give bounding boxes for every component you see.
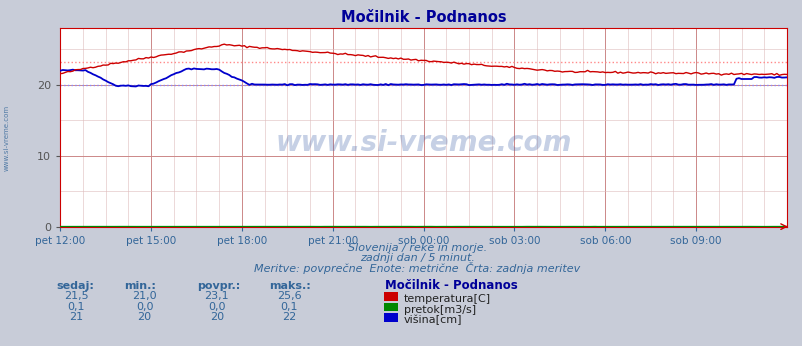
Text: Slovenija / reke in morje.: Slovenija / reke in morje. — [347, 243, 487, 253]
Text: 0,0: 0,0 — [208, 302, 225, 312]
Text: 21,5: 21,5 — [64, 291, 88, 301]
Text: Meritve: povprečne  Enote: metrične  Črta: zadnja meritev: Meritve: povprečne Enote: metrične Črta:… — [254, 262, 580, 274]
Text: min.:: min.: — [124, 281, 156, 291]
Text: 23,1: 23,1 — [205, 291, 229, 301]
Title: Močilnik - Podnanos: Močilnik - Podnanos — [340, 10, 506, 25]
Text: povpr.:: povpr.: — [196, 281, 240, 291]
Text: 20: 20 — [137, 312, 152, 322]
Text: zadnji dan / 5 minut.: zadnji dan / 5 minut. — [359, 253, 475, 263]
Text: www.si-vreme.com: www.si-vreme.com — [275, 129, 571, 157]
Text: 0,1: 0,1 — [67, 302, 85, 312]
Text: temperatura[C]: temperatura[C] — [403, 294, 490, 304]
Text: 25,6: 25,6 — [277, 291, 301, 301]
Text: 0,0: 0,0 — [136, 302, 153, 312]
Text: 20: 20 — [209, 312, 224, 322]
Text: 0,1: 0,1 — [280, 302, 298, 312]
Text: pretok[m3/s]: pretok[m3/s] — [403, 305, 476, 315]
Text: sedaj:: sedaj: — [56, 281, 94, 291]
Text: 21: 21 — [69, 312, 83, 322]
Text: višina[cm]: višina[cm] — [403, 315, 462, 325]
Text: www.si-vreme.com: www.si-vreme.com — [3, 105, 10, 172]
Text: Močilnik - Podnanos: Močilnik - Podnanos — [385, 279, 517, 292]
Text: 22: 22 — [282, 312, 296, 322]
Text: 21,0: 21,0 — [132, 291, 156, 301]
Text: maks.:: maks.: — [269, 281, 310, 291]
